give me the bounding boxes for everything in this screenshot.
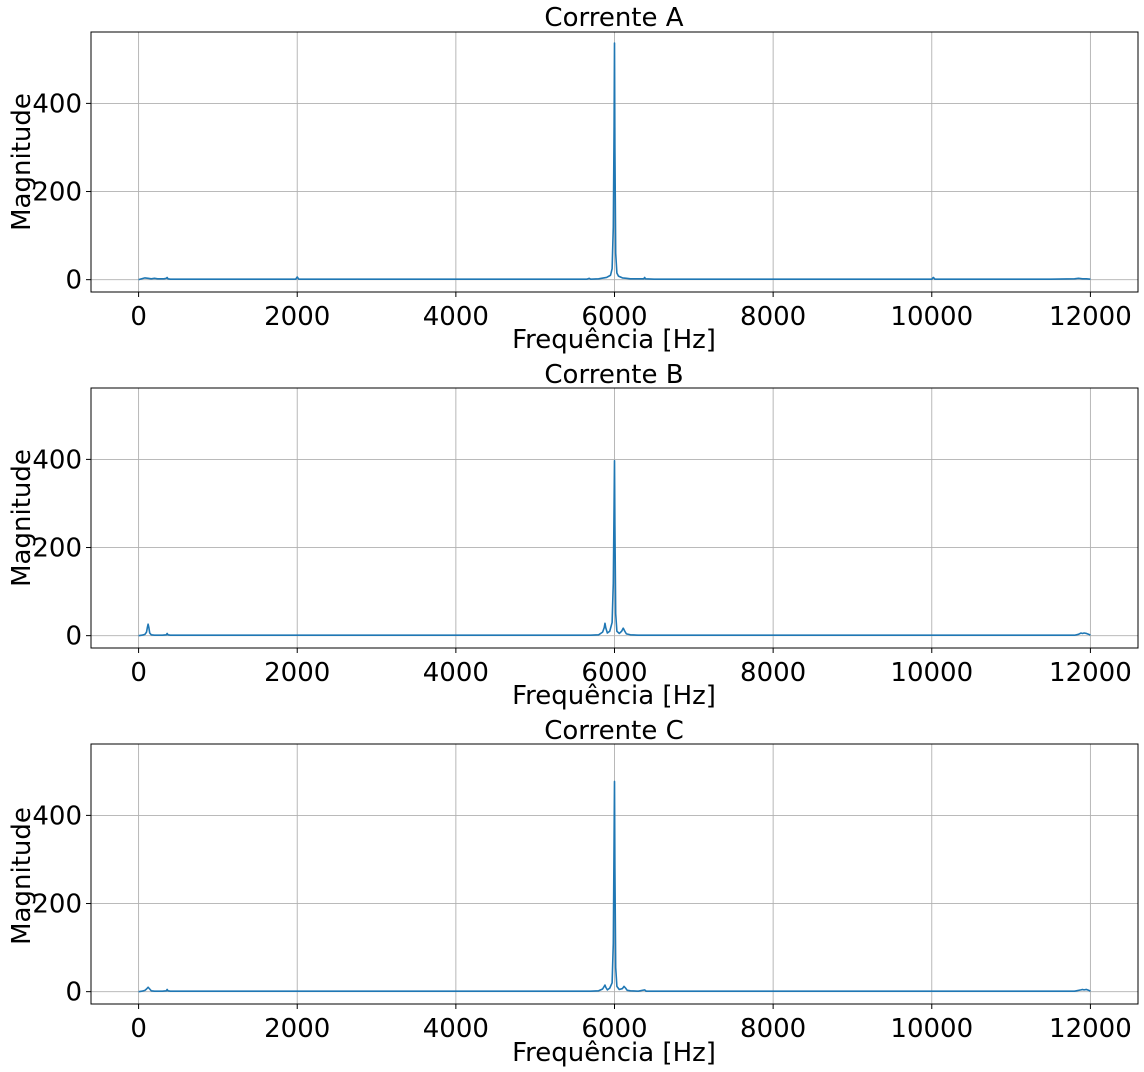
y-tick-label: 400 (32, 801, 82, 831)
plot-title: Corrente A (544, 3, 683, 33)
x-tick-label: 2000 (264, 1014, 330, 1044)
subplot-corrente-c: Corrente C Frequência [Hz] Magnitude 0 20… (7, 716, 1139, 1068)
x-axis-label: Frequência [Hz] (512, 325, 716, 355)
x-axis-label: Frequência [Hz] (512, 681, 716, 711)
y-axis-label: Magnitude (7, 449, 37, 587)
x-tick-label: 10000 (890, 302, 973, 332)
subplot-corrente-a: Corrente A Frequência [Hz] Magnitude 0 20… (7, 3, 1139, 355)
series-line (138, 42, 1091, 281)
y-tick-label: 400 (32, 89, 82, 119)
y-tick-label: 0 (65, 266, 82, 296)
x-tick-label: 12000 (1049, 1014, 1132, 1044)
axes-frame (90, 387, 1139, 649)
x-tick-label: 8000 (740, 302, 806, 332)
y-axis-label: Magnitude (7, 807, 37, 945)
x-tick-label: 2000 (264, 658, 330, 688)
y-tick-label: 0 (65, 978, 82, 1008)
x-tick-label: 4000 (423, 658, 489, 688)
x-tick-label: 10000 (890, 1014, 973, 1044)
y-tick-label: 200 (32, 178, 82, 208)
x-tick-label: 0 (130, 1014, 147, 1044)
x-tick-label: 6000 (581, 658, 647, 688)
x-tick-label: 4000 (423, 302, 489, 332)
y-tick-label: 0 (65, 622, 82, 652)
x-tick-label: 12000 (1049, 302, 1132, 332)
y-tick-label: 200 (32, 890, 82, 920)
x-tick-label: 4000 (423, 1014, 489, 1044)
x-axis-label: Frequência [Hz] (512, 1038, 716, 1068)
series-line (138, 459, 1091, 637)
x-tick-label: 0 (130, 302, 147, 332)
plot-title: Corrente B (544, 360, 683, 390)
x-tick-label: 6000 (581, 1014, 647, 1044)
x-tick-label: 10000 (890, 658, 973, 688)
y-tick-label: 200 (32, 534, 82, 564)
x-tick-label: 8000 (740, 1014, 806, 1044)
y-axis-label: Magnitude (7, 93, 37, 231)
x-tick-label: 8000 (740, 658, 806, 688)
y-tick-label: 400 (32, 445, 82, 475)
subplot-corrente-b: Corrente B Frequência [Hz] Magnitude 0 20… (7, 360, 1139, 711)
series-line (138, 780, 1091, 993)
x-tick-label: 6000 (581, 302, 647, 332)
x-tick-label: 12000 (1049, 658, 1132, 688)
x-tick-label: 2000 (264, 302, 330, 332)
axes-frame (90, 31, 1139, 293)
x-tick-label: 0 (130, 658, 147, 688)
axes-frame (90, 743, 1139, 1005)
plot-title: Corrente C (544, 716, 684, 746)
